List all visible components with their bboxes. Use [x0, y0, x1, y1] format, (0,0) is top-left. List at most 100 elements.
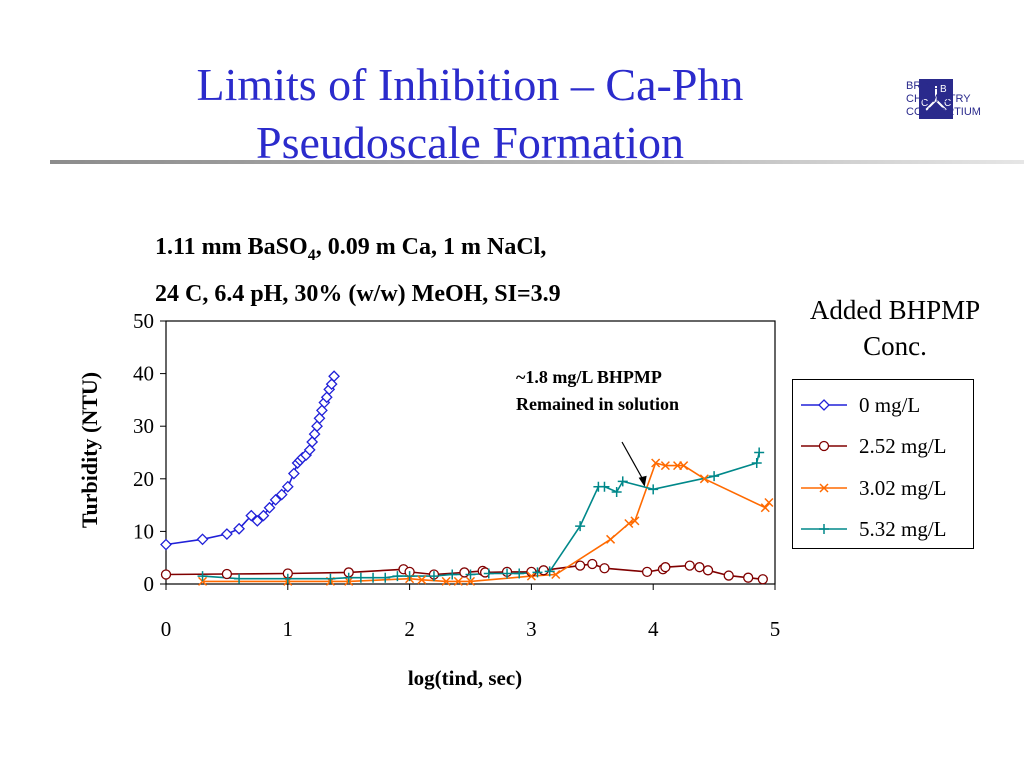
- series-3-point-16: [532, 567, 543, 578]
- series-2-point-12: [624, 518, 634, 529]
- legend-swatch-1: [801, 440, 847, 452]
- series-2-point-11: [606, 534, 616, 544]
- legend-entry-1: 2.52 mg/L: [799, 431, 973, 461]
- series-1-point-16: [641, 566, 653, 578]
- series-line-2: [202, 462, 770, 583]
- series-0-point-8: [269, 493, 282, 506]
- legend-label-2: 3.02 mg/L: [859, 476, 947, 500]
- series-1-point-20: [694, 562, 705, 573]
- legend-title: Added BHPMP Conc.: [785, 292, 1005, 364]
- series-2-point-17: [679, 461, 689, 471]
- series-3-point-20: [599, 481, 610, 492]
- series-3-point-5: [355, 572, 366, 583]
- y-tick-label-0: 0: [144, 572, 155, 596]
- series-2-point-0: [198, 576, 208, 586]
- series-2-point-7: [453, 576, 463, 586]
- legend-swatch-2: [801, 483, 847, 493]
- y-tick-label-1: 10: [133, 519, 154, 543]
- series-1-point-12: [538, 565, 549, 576]
- series-2-point-8: [465, 576, 476, 586]
- series-0-point-9: [275, 488, 288, 501]
- series-3-point-1: [234, 573, 245, 584]
- conditions-line-1: 1.11 mm BaSO4, 0.09 m Ca, 1 m NaCl,: [155, 234, 547, 264]
- legend-swatch-3: [801, 524, 847, 534]
- series-2-point-13: [630, 516, 640, 526]
- chart-legend: 0 mg/L 2.52 mg/L 3.02 mg/L 5.32 mg/L: [792, 379, 974, 549]
- series-line-3: [202, 452, 760, 580]
- legend-title-line-2: Conc.: [863, 331, 927, 361]
- title-divider: [50, 160, 1024, 164]
- series-3-point-25: [751, 458, 762, 469]
- y-tick-label-4: 40: [133, 362, 154, 386]
- series-0-point-7: [263, 501, 276, 514]
- series-3-point-12: [465, 569, 476, 580]
- series-3-point-4: [343, 572, 354, 583]
- series-0-point-10: [281, 480, 294, 493]
- series-3-point-23: [648, 484, 659, 495]
- series-3-point-22: [617, 476, 628, 487]
- series-1-point-14: [587, 558, 598, 570]
- x-tick-label-2: 2: [404, 617, 415, 641]
- series-1-point-24: [757, 574, 768, 585]
- y-tick-label-3: 30: [133, 414, 154, 438]
- series-3-point-0: [197, 571, 208, 582]
- series-0-point-0: [160, 538, 172, 551]
- series-3-point-26: [754, 447, 765, 458]
- legend-entry-0: 0 mg/L: [799, 390, 973, 420]
- series-3-point-15: [514, 568, 525, 579]
- series-1-point-1: [221, 568, 233, 580]
- annotation-arrow-head: [638, 475, 647, 487]
- logo-letter-c1: C: [921, 98, 928, 109]
- series-1-point-0: [160, 569, 172, 580]
- annotation-line-1: ~1.8 mg/L BHPMP: [516, 367, 662, 387]
- annotation-arrow-shaft: [621, 441, 646, 483]
- title-line-1: Limits of Inhibition – Ca-Phn: [196, 59, 744, 110]
- logo-letter-c2: C: [944, 98, 951, 109]
- plot-area-frame: [165, 320, 776, 585]
- series-2-point-5: [417, 575, 427, 585]
- series-0-point-4: [245, 509, 258, 522]
- series-2-point-15: [660, 461, 670, 471]
- x-axis-label: log(tind, sec): [407, 666, 523, 690]
- legend-label-3: 5.32 mg/L: [859, 517, 947, 541]
- series-3-point-14: [502, 568, 513, 579]
- series-0-point-5: [251, 514, 264, 527]
- legend-entry-3: 5.32 mg/L: [799, 514, 973, 544]
- x-tick-label-5: 5: [770, 617, 781, 641]
- legend-label-0: 0 mg/L: [859, 393, 921, 417]
- series-1-point-19: [684, 560, 695, 571]
- series-2-point-6: [441, 576, 451, 586]
- series-3-point-3: [325, 573, 336, 584]
- series-1-point-22: [723, 570, 734, 581]
- logo-branch-right: [935, 99, 947, 111]
- logo-branch-left: [925, 99, 937, 111]
- chart-annotation: ~1.8 mg/L BHPMP Remained in solution: [516, 364, 679, 418]
- legend-entry-2: 3.02 mg/L: [799, 473, 973, 503]
- x-tick-label-0: 0: [161, 617, 172, 641]
- consortium-logo: B C C: [919, 79, 953, 119]
- series-0-point-2: [220, 528, 233, 540]
- series-3-point-10: [428, 571, 439, 582]
- x-tick-label-1: 1: [283, 617, 294, 641]
- series-3-point-24: [709, 471, 720, 482]
- legend-swatch-0: [801, 399, 847, 411]
- logo-line-1: BRINE: [906, 80, 940, 92]
- series-3-point-7: [380, 572, 391, 583]
- y-tick-label-5: 50: [133, 309, 154, 333]
- series-1-point-15: [599, 563, 610, 574]
- series-1-point-13: [574, 560, 586, 571]
- series-2-point-19: [760, 503, 770, 513]
- series-3-point-13: [483, 568, 494, 579]
- legend-title-line-1: Added BHPMP: [809, 295, 981, 325]
- series-3-point-9: [404, 571, 415, 582]
- chart-conditions: 1.11 mm BaSO4, 0.09 m Ca, 1 m NaCl, 24 C…: [155, 228, 561, 313]
- title-line-2: Pseudoscale Formation: [256, 117, 684, 168]
- series-3-point-17: [544, 566, 555, 577]
- logo-line-3: CONSORTIUM: [906, 106, 981, 118]
- logo-line-2: CHEMISTRY: [906, 93, 971, 105]
- series-0-point-3: [233, 522, 245, 535]
- series-1-point-21: [702, 565, 714, 576]
- slide-title: Limits of Inhibition – Ca-Phn Pseudoscal…: [60, 56, 880, 172]
- series-3-point-18: [575, 521, 586, 532]
